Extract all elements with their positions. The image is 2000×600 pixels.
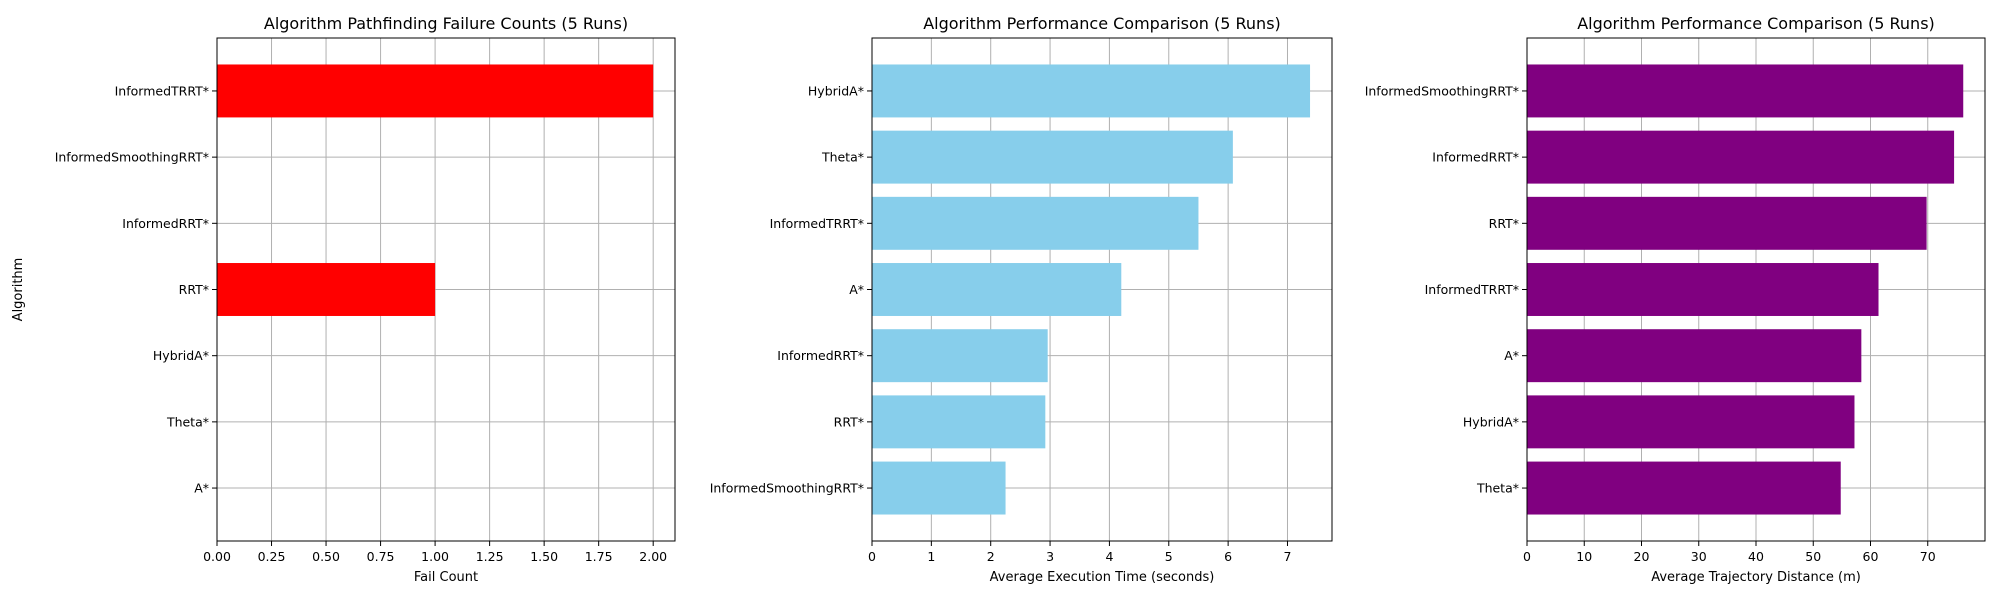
x-tick-label: 1.00 — [421, 549, 449, 564]
y-tick-label: RRT* — [1489, 216, 1519, 231]
y-tick-label: InformedRRT* — [777, 348, 864, 363]
y-axis-label: Algorithm — [11, 258, 26, 322]
x-tick-label: 0.50 — [312, 549, 340, 564]
y-tick-label: InformedTRRT* — [115, 83, 209, 98]
x-tick-label: 60 — [1863, 549, 1879, 564]
y-tick-label: RRT* — [834, 414, 864, 429]
y-tick-label: HybridA* — [1463, 414, 1519, 429]
chart-title: Algorithm Pathfinding Failure Counts (5 … — [264, 14, 628, 33]
y-tick-label: InformedTRRT* — [1425, 282, 1519, 297]
bar — [872, 263, 1122, 316]
y-tick-label: A* — [849, 282, 864, 297]
x-tick-label: 1.75 — [585, 549, 613, 564]
x-tick-label: 0 — [1523, 549, 1531, 564]
chart-panel-3: 0 10 20 30 40 50 60 70 Theta* HybridA* A* InformedT… — [1365, 14, 1986, 585]
y-tick-label: Theta* — [166, 414, 209, 429]
chart-title: Algorithm Performance Comparison (5 Runs… — [1577, 14, 1935, 33]
y-tick-label: A* — [1504, 348, 1519, 363]
y-tick-label: InformedRRT* — [1432, 150, 1519, 165]
x-tick-label: 2 — [987, 549, 995, 564]
bar — [1527, 461, 1841, 515]
x-tick-label: 2.00 — [639, 549, 667, 564]
x-tick-label: 1.25 — [476, 549, 504, 564]
x-axis-label: Average Trajectory Distance (m) — [1651, 570, 1861, 585]
y-tick-label: Theta* — [1476, 481, 1519, 496]
x-tick-label: 0 — [868, 549, 876, 564]
y-tick-label: Theta* — [821, 150, 864, 165]
x-tick-label: 0.00 — [203, 549, 231, 564]
x-tick-label: 1.50 — [530, 549, 558, 564]
x-tick-label: 70 — [1920, 549, 1936, 564]
bar — [217, 263, 436, 316]
bar — [1527, 329, 1862, 383]
y-tick-label: InformedTRRT* — [770, 216, 864, 231]
y-tick-label: InformedRRT* — [122, 216, 209, 231]
bar — [872, 461, 1006, 515]
chart-panel-2: 0 1 2 3 4 5 6 7 InformedSmoothingRRT* RRT* Informe… — [710, 14, 1333, 585]
chart-title: Algorithm Performance Comparison (5 Runs… — [923, 14, 1281, 33]
bar — [1527, 64, 1964, 118]
chart-panel-1: 0.00 0.25 0.50 0.75 1.00 1.25 1.50 1.75 2.00 A* Th… — [11, 14, 676, 585]
x-tick-label: 3 — [1046, 549, 1054, 564]
x-tick-label: 10 — [1576, 549, 1592, 564]
y-tick-label: A* — [194, 481, 209, 496]
x-axis-label: Average Execution Time (seconds) — [990, 570, 1215, 585]
x-tick-label: 50 — [1805, 549, 1821, 564]
y-tick-label: InformedSmoothingRRT* — [1365, 83, 1519, 98]
bar — [872, 196, 1199, 250]
x-axis-label: Fail Count — [414, 570, 478, 585]
y-tick-label: HybridA* — [153, 348, 209, 363]
y-tick-label: InformedSmoothingRRT* — [710, 481, 864, 496]
bar — [872, 395, 1046, 449]
y-tick-label: InformedSmoothingRRT* — [55, 150, 209, 165]
x-tick-label: 40 — [1748, 549, 1764, 564]
x-tick-label: 6 — [1224, 549, 1232, 564]
x-tick-label: 0.75 — [367, 549, 395, 564]
x-tick-label: 1 — [927, 549, 935, 564]
y-tick-label: HybridA* — [808, 83, 864, 98]
bar — [872, 329, 1048, 383]
bar — [1527, 130, 1955, 184]
bar — [1527, 196, 1927, 250]
bar — [1527, 263, 1879, 316]
bar — [1527, 395, 1855, 449]
y-tick-label: RRT* — [179, 282, 209, 297]
x-tick-label: 20 — [1634, 549, 1650, 564]
x-tick-label: 30 — [1691, 549, 1707, 564]
bar — [872, 130, 1233, 184]
x-tick-label: 4 — [1105, 549, 1113, 564]
bar — [872, 64, 1311, 118]
bar — [217, 64, 654, 118]
x-tick-label: 0.25 — [258, 549, 286, 564]
x-tick-label: 7 — [1284, 549, 1292, 564]
x-tick-label: 5 — [1165, 549, 1173, 564]
